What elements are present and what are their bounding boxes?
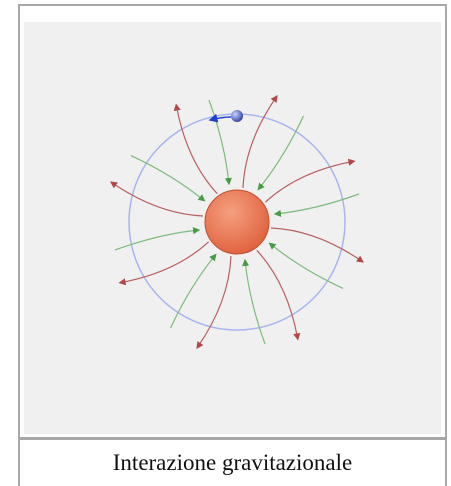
page: Interazione gravitazionale {"caption": "… <box>0 0 451 484</box>
caption: Interazione gravitazionale <box>20 450 445 476</box>
separator <box>20 437 445 440</box>
gravity-illustration <box>24 22 441 434</box>
planet <box>231 110 243 122</box>
figure-frame: Interazione gravitazionale <box>18 4 447 486</box>
sun <box>205 190 269 254</box>
